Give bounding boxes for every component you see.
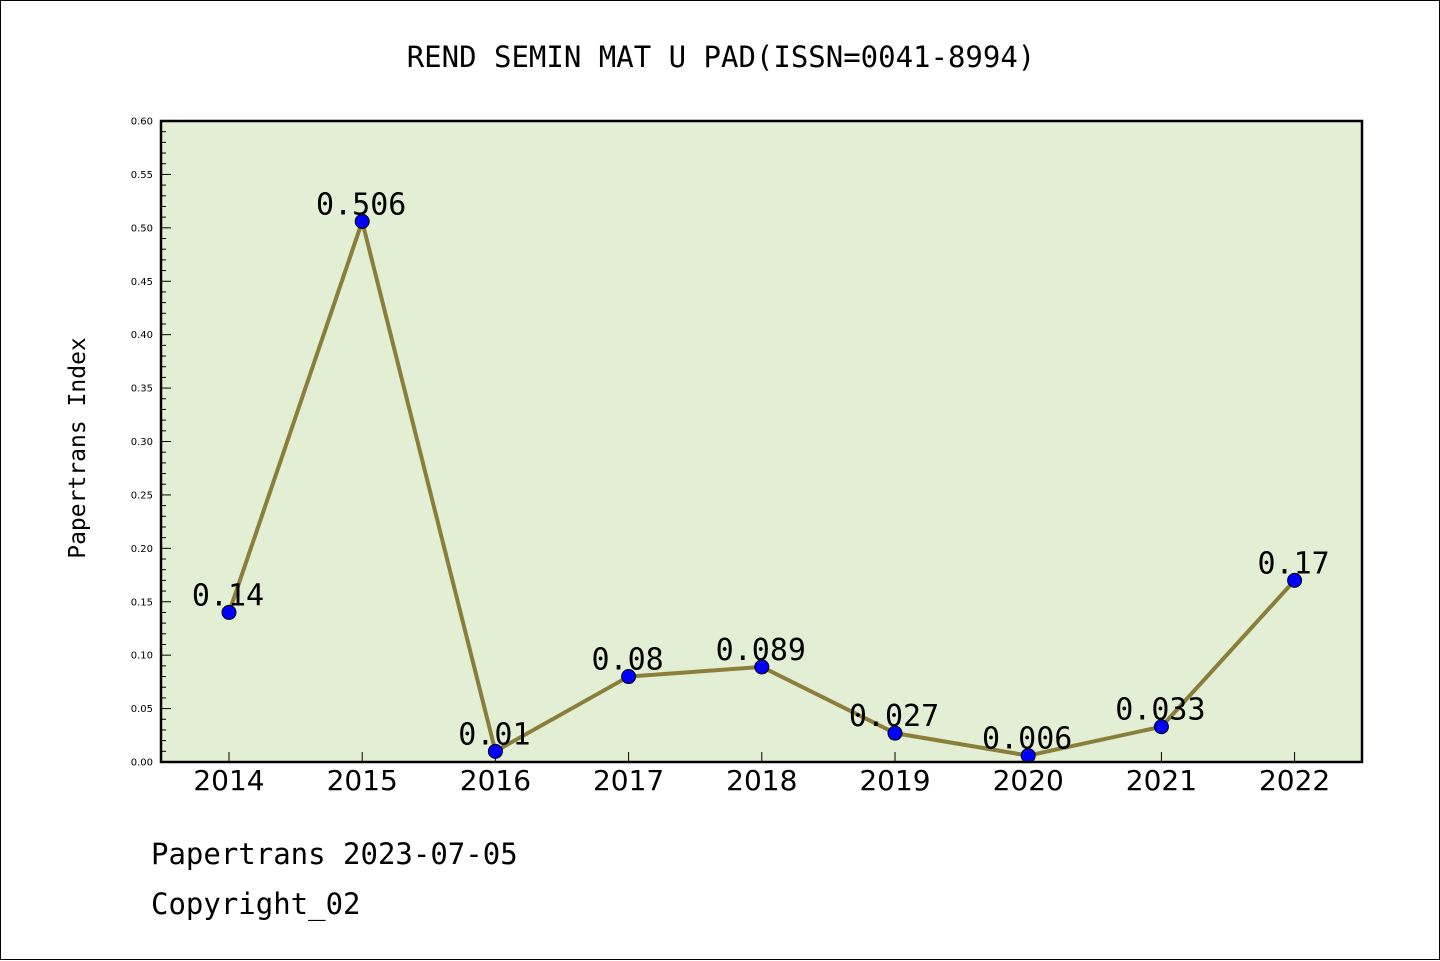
y-tick-label: 0.45 bbox=[131, 277, 153, 288]
data-point-2016 bbox=[487, 743, 503, 759]
data-label-2019: 0.027 bbox=[849, 699, 939, 734]
data-point-2019 bbox=[887, 725, 903, 741]
y-tick-label: 0.05 bbox=[131, 704, 153, 715]
y-axis-label: Papertrans Index bbox=[65, 337, 91, 559]
y-tick-label: 0.55 bbox=[131, 170, 153, 181]
data-label-2016: 0.01 bbox=[458, 717, 530, 752]
y-tick-label: 0.10 bbox=[131, 651, 153, 662]
series-markers bbox=[221, 213, 1303, 764]
y-axis-ticks: 0.00 0.05 0.10 0.15 0.20 0.25 0.30 0.35 0.40 0.45… bbox=[131, 117, 171, 769]
y-tick-label: 0.00 bbox=[131, 758, 153, 769]
data-label-2020: 0.006 bbox=[982, 722, 1072, 757]
x-tick-label: 2021 bbox=[1126, 764, 1197, 797]
data-point-2015 bbox=[354, 213, 370, 229]
y-tick-label: 0.35 bbox=[131, 384, 153, 395]
plot-border bbox=[159, 119, 1364, 764]
x-tick-label: 2022 bbox=[1259, 764, 1330, 797]
chart-title: REND SEMIN MAT U PAD(ISSN=0041-8994) bbox=[407, 40, 1036, 74]
y-tick-label: 0.15 bbox=[131, 597, 153, 608]
footer-copyright: Copyright_02 bbox=[151, 887, 361, 921]
data-label-2015: 0.506 bbox=[316, 187, 406, 222]
data-label-2021: 0.033 bbox=[1115, 693, 1205, 728]
data-label-2017: 0.08 bbox=[591, 643, 663, 678]
footer-date: Papertrans 2023-07-05 bbox=[151, 837, 518, 871]
x-tick-label: 2015 bbox=[327, 764, 398, 797]
y-tick-label: 0.30 bbox=[131, 437, 153, 448]
data-label-2022: 0.17 bbox=[1257, 546, 1329, 581]
y-tick-label: 0.25 bbox=[131, 490, 153, 501]
x-axis-ticks: 2014 2015 2016 2017 2018 2019 2020 2021 2022 bbox=[193, 752, 1330, 797]
x-tick-label: 2019 bbox=[859, 764, 930, 797]
data-point-2014 bbox=[221, 604, 237, 620]
y-tick-label: 0.20 bbox=[131, 544, 153, 555]
y-tick-label: 0.50 bbox=[131, 223, 153, 234]
x-tick-label: 2016 bbox=[460, 764, 531, 797]
x-tick-label: 2020 bbox=[993, 764, 1064, 797]
y-tick-label: 0.40 bbox=[131, 330, 153, 341]
data-label-2018: 0.089 bbox=[716, 633, 806, 668]
x-tick-label: 2017 bbox=[593, 764, 664, 797]
data-point-2017 bbox=[621, 669, 637, 685]
data-label-2014: 0.14 bbox=[192, 578, 264, 613]
x-tick-label: 2018 bbox=[726, 764, 797, 797]
data-point-2022 bbox=[1287, 572, 1303, 588]
data-point-2021 bbox=[1153, 719, 1169, 735]
y-tick-label: 0.60 bbox=[131, 117, 153, 128]
data-labels: 0.14 0.506 0.01 0.08 0.089 0.027 0.006 0.033 0.1… bbox=[192, 187, 1330, 756]
x-tick-label: 2014 bbox=[193, 764, 264, 797]
data-point-2018 bbox=[754, 659, 770, 675]
